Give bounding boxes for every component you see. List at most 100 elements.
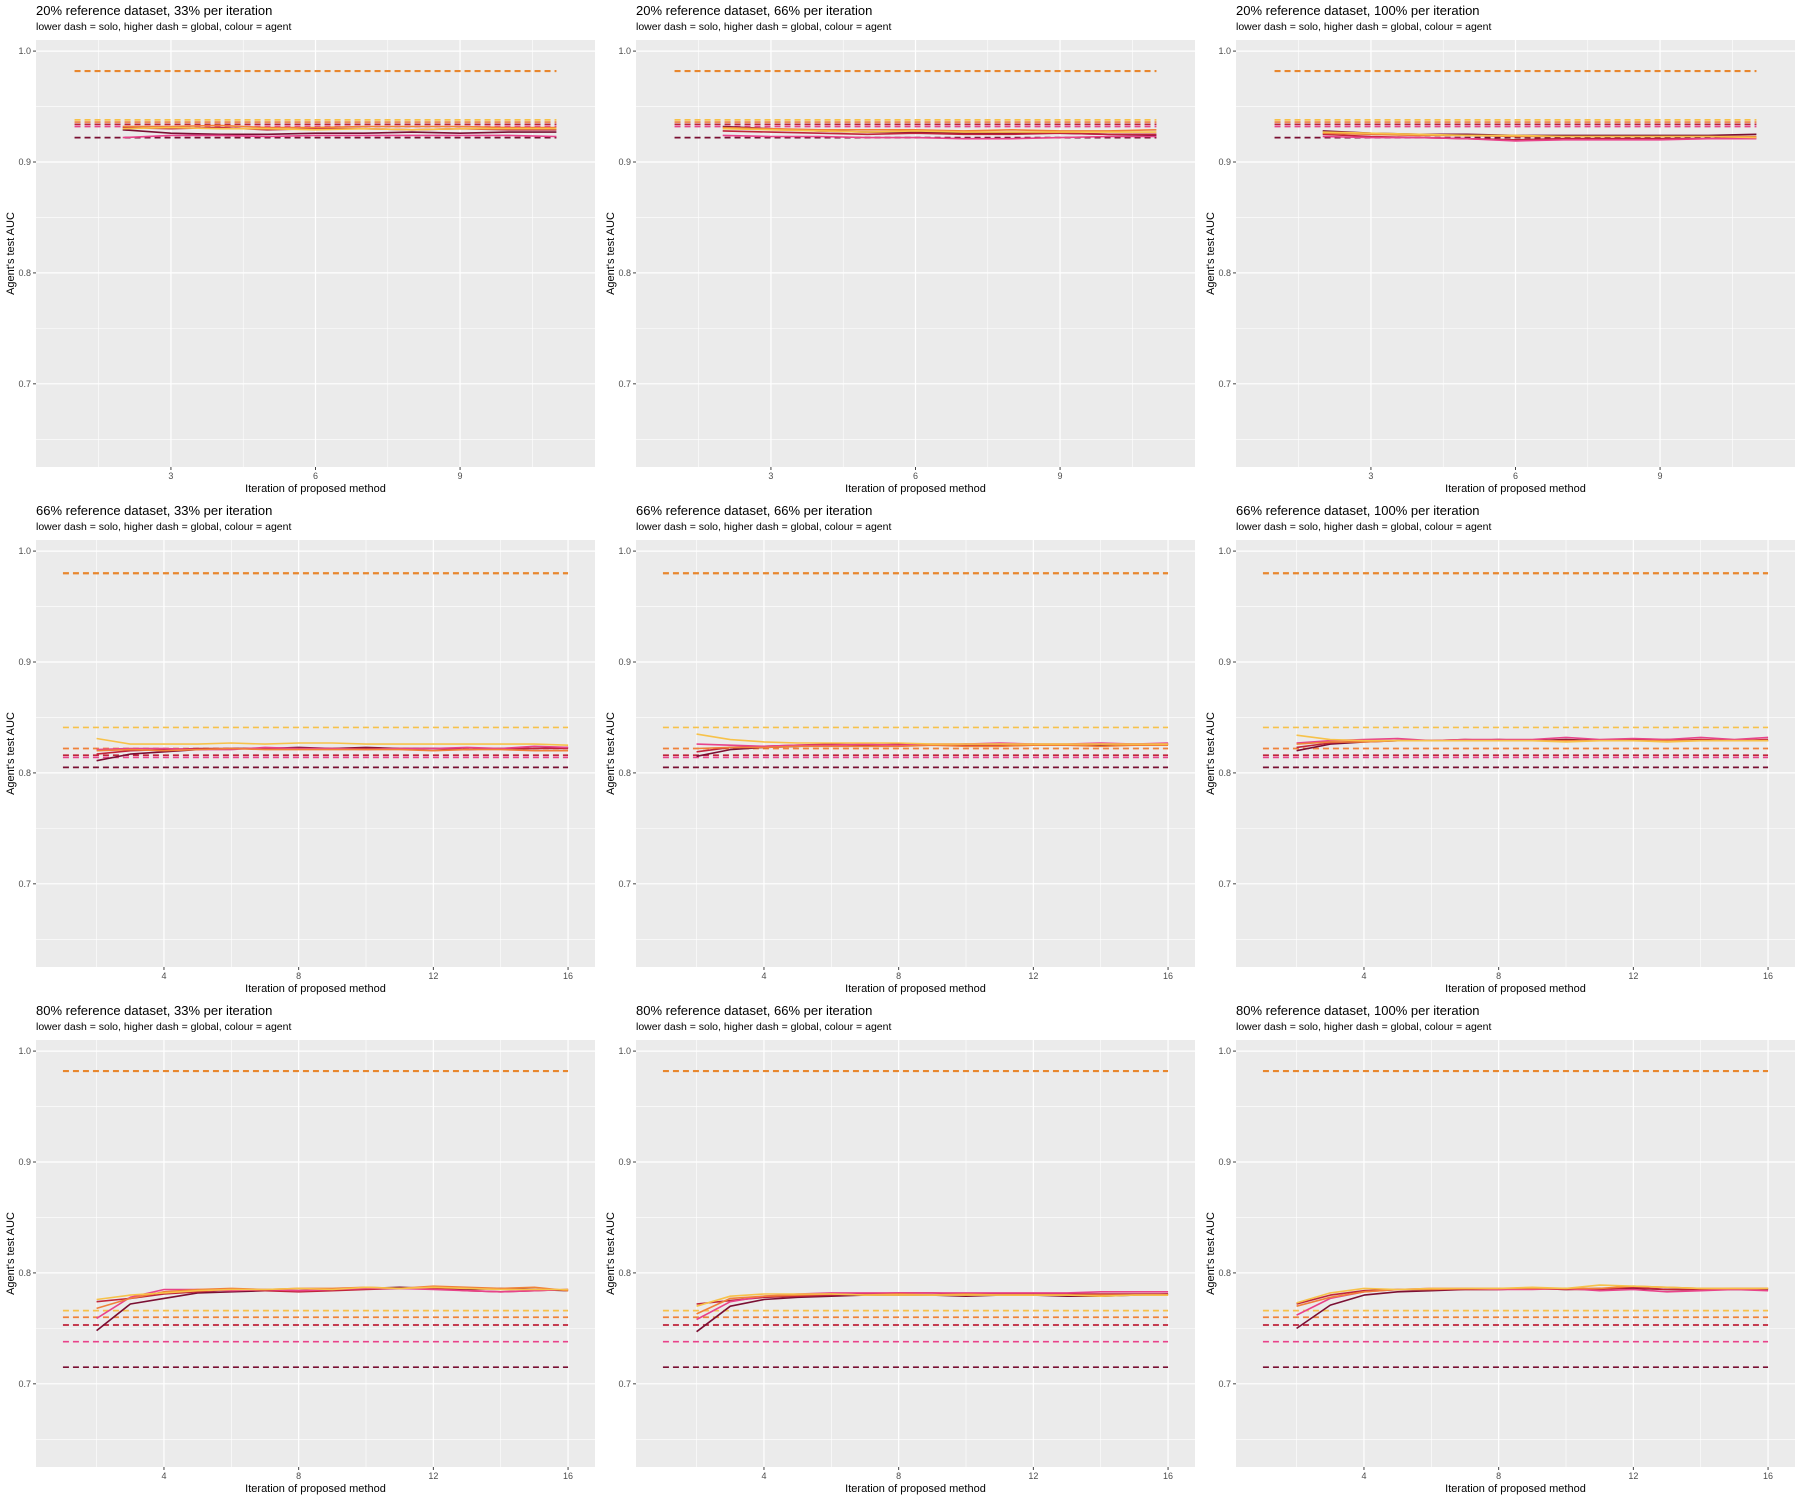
plot-background [1236,540,1795,967]
agent-series-line [122,126,557,131]
agent-series-line [122,124,557,129]
agent-series-line [1322,131,1757,139]
panel-subtitle: lower dash = solo, higher dash = global,… [36,21,292,33]
agent-series-line [96,737,569,746]
x-tick-label: 9 [458,471,463,481]
y-tick-label: 1.0 [618,1046,631,1056]
y-tick-label: 1.0 [1218,1046,1231,1056]
agent-series-line [122,129,557,136]
x-axis-label: Iteration of proposed method [845,483,986,495]
y-tick-label: 0.8 [618,268,631,278]
y-tick-label: 0.9 [618,157,631,167]
x-tick-label: 6 [913,471,918,481]
chart-svg: 0.7 0.8 0.9 1.0 3 6 9 Iteration of proposed met… [1205,40,1795,495]
x-tick-label: 16 [1163,971,1173,981]
x-axis-label: Iteration of proposed method [845,983,986,995]
chart-svg: 0.7 0.8 0.9 1.0 4 8 12 16 Iteration of proposed … [5,1040,595,1495]
y-axis-label: Agent's test AUC [5,1212,17,1295]
panel-title: 66% reference dataset, 66% per iteration [636,503,873,518]
x-tick-label: 16 [1763,1471,1773,1481]
agent-series-line [96,745,569,751]
y-tick-label: 0.7 [18,879,31,889]
plot-background [636,1040,1195,1467]
x-tick-label: 6 [313,471,318,481]
x-tick-label: 4 [761,971,766,981]
x-tick-label: 12 [428,1471,438,1481]
x-tick-label: 8 [896,1471,901,1481]
y-tick-label: 1.0 [18,1046,31,1056]
y-tick-label: 0.8 [1218,1268,1231,1278]
plot-background [36,540,595,967]
y-tick-label: 0.7 [1218,879,1231,889]
chart-panel: 20% reference dataset, 100% per iteratio… [1200,0,1800,500]
y-tick-label: 0.9 [18,657,31,667]
y-tick-label: 0.9 [1218,657,1231,667]
agent-series-line [722,126,1157,132]
y-tick-label: 0.8 [1218,268,1231,278]
agent-series-line [722,134,1157,140]
x-tick-label: 12 [1028,1471,1038,1481]
agent-series-line [122,134,557,139]
chart-panel: 20% reference dataset, 33% per iteration… [0,0,600,500]
panel-title: 20% reference dataset, 100% per iteratio… [1236,3,1480,18]
x-axis-label: Iteration of proposed method [245,483,386,495]
y-tick-label: 0.7 [1218,1379,1231,1389]
chart-panel: 80% reference dataset, 66% per iteration… [600,1000,1200,1500]
x-tick-label: 12 [1628,1471,1638,1481]
x-tick-label: 3 [1368,471,1373,481]
y-axis-label: Agent's test AUC [605,712,617,795]
y-tick-label: 0.9 [618,657,631,667]
y-tick-label: 0.8 [18,1268,31,1278]
x-tick-label: 6 [1513,471,1518,481]
y-tick-label: 0.7 [18,1379,31,1389]
panel-subtitle: lower dash = solo, higher dash = global,… [36,521,292,533]
chart-panel: 80% reference dataset, 100% per iteratio… [1200,1000,1800,1500]
x-tick-label: 8 [1496,971,1501,981]
y-tick-label: 1.0 [1218,546,1231,556]
panel-subtitle: lower dash = solo, higher dash = global,… [636,521,892,533]
y-tick-label: 1.0 [618,546,631,556]
agent-series-line [96,747,569,752]
chart-svg: 0.7 0.8 0.9 1.0 3 6 9 Iteration of proposed met… [605,40,1195,495]
y-tick-label: 1.0 [18,46,31,56]
x-tick-label: 16 [1163,1471,1173,1481]
x-axis-label: Iteration of proposed method [1445,1483,1586,1495]
panel-subtitle: lower dash = solo, higher dash = global,… [636,1021,892,1033]
y-tick-label: 0.8 [18,268,31,278]
x-tick-label: 8 [1496,1471,1501,1481]
chart-svg: 0.7 0.8 0.9 1.0 4 8 12 16 Iteration of proposed … [1205,1040,1795,1495]
y-tick-label: 0.9 [1218,157,1231,167]
y-tick-label: 0.7 [618,379,631,389]
y-tick-label: 0.8 [618,1268,631,1278]
panel-subtitle: lower dash = solo, higher dash = global,… [636,21,892,33]
y-tick-label: 1.0 [18,546,31,556]
y-tick-label: 0.9 [18,157,31,167]
y-axis-label: Agent's test AUC [5,212,17,295]
x-tick-label: 3 [768,471,773,481]
panel-subtitle: lower dash = solo, higher dash = global,… [1236,1021,1492,1033]
agent-series-line [96,1285,569,1310]
y-axis-label: Agent's test AUC [605,1212,617,1295]
agent-series-line [96,1286,569,1301]
x-axis-label: Iteration of proposed method [845,1483,986,1495]
x-axis-label: Iteration of proposed method [245,1483,386,1495]
plot-background [1236,1040,1795,1467]
chart-svg: 0.7 0.8 0.9 1.0 3 6 9 Iteration of proposed met… [5,40,595,495]
plot-background [36,1040,595,1467]
x-tick-label: 4 [1361,971,1366,981]
y-tick-label: 0.9 [18,1157,31,1167]
chart-panel: 66% reference dataset, 100% per iteratio… [1200,500,1800,1000]
agent-series-line [696,744,1169,750]
chart-panel: 66% reference dataset, 66% per iteration… [600,500,1200,1000]
y-tick-label: 0.9 [1218,1157,1231,1167]
chart-panel: 80% reference dataset, 33% per iteration… [0,1000,600,1500]
y-tick-label: 0.8 [1218,768,1231,778]
panel-title: 66% reference dataset, 33% per iteration [36,503,273,518]
x-tick-label: 12 [428,971,438,981]
x-tick-label: 16 [1763,971,1773,981]
panel-title: 80% reference dataset, 66% per iteration [636,1003,873,1018]
y-axis-label: Agent's test AUC [1205,712,1217,795]
agent-series-line [1296,736,1769,744]
x-tick-label: 16 [563,1471,573,1481]
x-axis-label: Iteration of proposed method [245,983,386,995]
